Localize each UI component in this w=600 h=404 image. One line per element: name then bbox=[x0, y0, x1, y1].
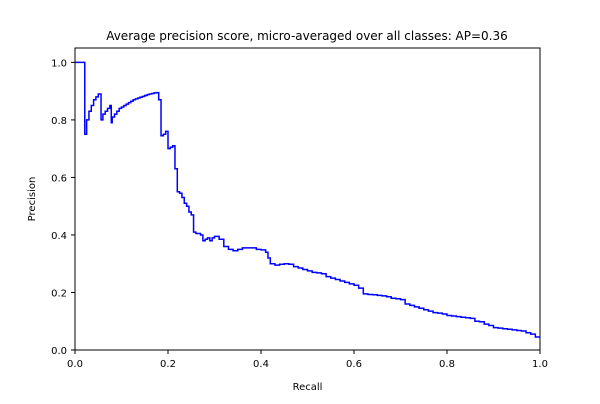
x-axis-label: Recall bbox=[293, 382, 323, 393]
x-tick-label: 0.6 bbox=[346, 359, 362, 370]
y-tick-label: 0.8 bbox=[51, 116, 67, 127]
x-axis-ticks: 0.0 0.2 0.4 0.6 0.8 1.0 bbox=[67, 350, 548, 370]
plot-area bbox=[74, 47, 541, 351]
x-tick-label: 0.0 bbox=[67, 359, 83, 370]
chart-title: Average precision score, micro-averaged … bbox=[106, 29, 508, 43]
y-tick-label: 0.0 bbox=[51, 346, 67, 357]
plot-frame bbox=[74, 47, 541, 351]
x-tick-label: 0.8 bbox=[439, 359, 455, 370]
x-tick-label: 0.2 bbox=[160, 359, 176, 370]
pr-curve-layer bbox=[75, 61, 540, 338]
y-axis-label: Precision bbox=[27, 177, 38, 222]
y-tick-label: 1.0 bbox=[51, 58, 67, 69]
y-axis-ticks: 0.0 0.2 0.4 0.6 0.8 1.0 bbox=[51, 58, 75, 357]
precision-recall-curve bbox=[75, 61, 540, 338]
x-tick-label: 1.0 bbox=[532, 359, 548, 370]
y-tick-label: 0.2 bbox=[51, 288, 67, 299]
x-tick-label: 0.4 bbox=[253, 359, 269, 370]
y-tick-label: 0.4 bbox=[51, 231, 67, 242]
y-tick-label: 0.6 bbox=[51, 173, 67, 184]
